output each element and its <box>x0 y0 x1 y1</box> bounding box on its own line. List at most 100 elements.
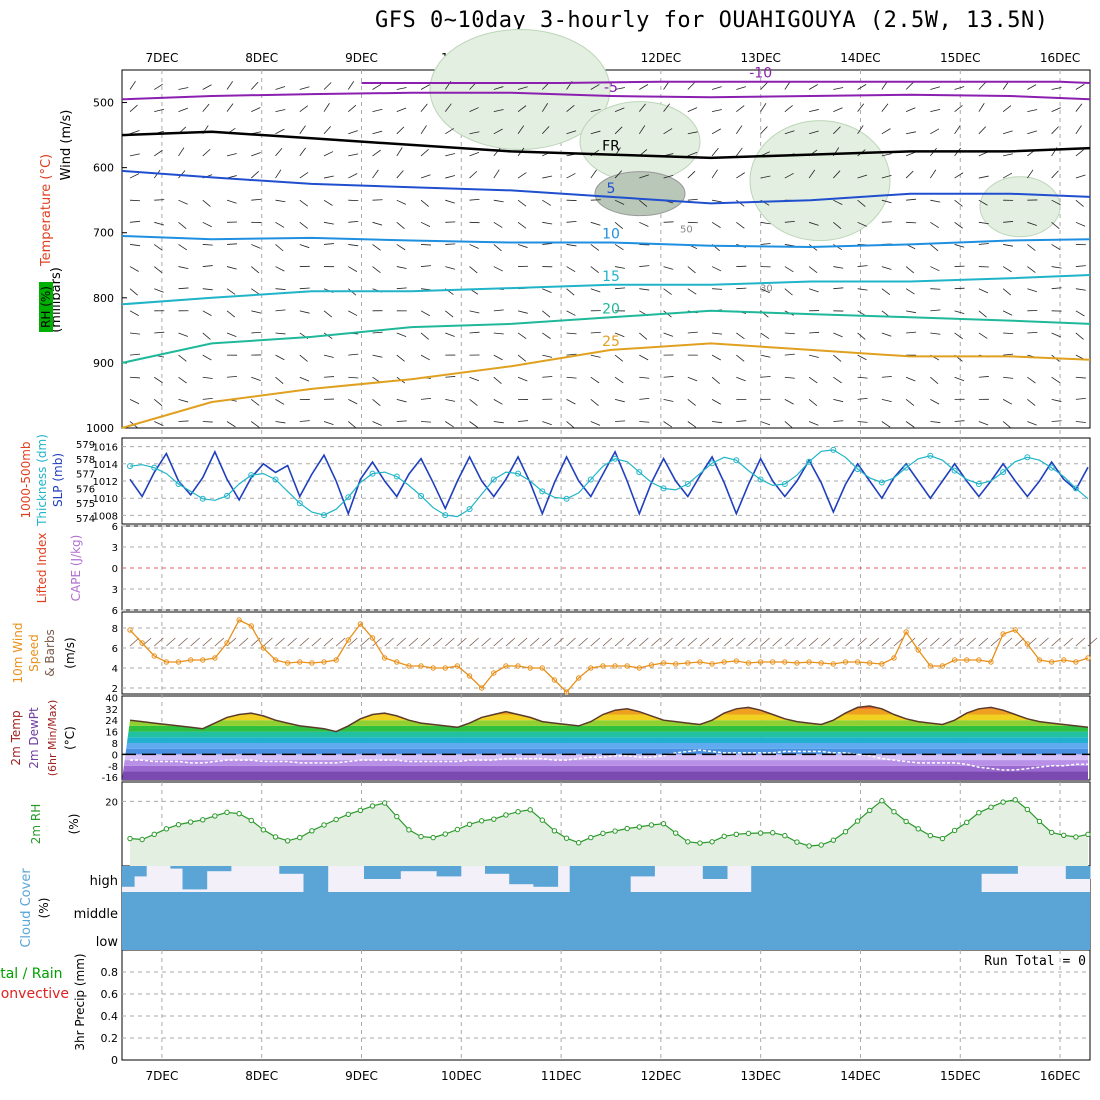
thickness-point <box>781 480 788 487</box>
wind-barb <box>857 376 868 379</box>
pressure-tick-label: 800 <box>93 292 114 305</box>
rh2m-point <box>745 830 752 837</box>
thickness-tick-label: 575 <box>76 499 95 510</box>
thickness-point <box>1000 469 1007 476</box>
temp-band <box>122 760 1088 766</box>
wind-barb <box>517 310 528 314</box>
wind-barb <box>639 103 646 112</box>
wind10-point <box>454 663 461 669</box>
wind10-point <box>248 623 254 629</box>
wind10-point <box>976 657 982 663</box>
wind-barb <box>930 169 937 179</box>
wind-barb <box>590 354 601 358</box>
wind-barb <box>129 353 140 356</box>
wind10-point <box>151 653 157 659</box>
wind-barb <box>639 199 648 207</box>
cloud-high-bar <box>630 866 643 877</box>
wind-barb <box>663 398 674 402</box>
wind-barb <box>857 332 866 340</box>
cloud-high-bar <box>944 866 958 892</box>
rh2m-point <box>248 817 254 824</box>
cloud-high-bar <box>194 866 208 890</box>
slp-tick-label: 1010 <box>93 494 118 505</box>
wind-barb <box>1003 353 1014 356</box>
wind-barb <box>1075 125 1082 135</box>
wind-barb <box>930 128 940 135</box>
wind10-point <box>200 657 206 663</box>
wind10-point <box>491 670 497 676</box>
thickness-point <box>321 512 328 519</box>
wind-barb <box>275 244 284 252</box>
cloud-level-label: high <box>90 874 118 889</box>
wind-barb <box>493 109 504 113</box>
wind-barb <box>493 266 503 272</box>
thickness-point <box>151 464 158 471</box>
cloud-ylabel-1: Cloud Cover <box>19 868 34 948</box>
wind-barb <box>275 86 286 90</box>
wind-barb <box>396 398 407 403</box>
rh2m-point <box>309 828 315 834</box>
wind-barb <box>275 421 286 424</box>
cloud-high-bar <box>218 866 232 872</box>
wind-barb <box>275 266 285 272</box>
wind-barb <box>833 287 844 290</box>
wind-barb <box>784 130 795 135</box>
wind-barb <box>542 199 552 206</box>
wind10-point <box>709 661 715 667</box>
wind-barb <box>905 421 915 428</box>
wind-barb <box>420 84 430 90</box>
wind-barb <box>420 397 432 400</box>
wind-barb <box>202 288 213 291</box>
wind-barb <box>1051 398 1062 402</box>
wind10-barb <box>481 637 491 647</box>
wind-barb <box>808 421 819 426</box>
wind10-barb <box>457 637 467 647</box>
wind-barb <box>857 199 866 207</box>
wind10-barb <box>166 637 176 647</box>
rh2m-point <box>782 832 788 839</box>
wind-barb <box>396 199 407 205</box>
wind-barb <box>372 421 382 426</box>
wind-barb <box>784 332 795 335</box>
wind-barb <box>372 354 383 358</box>
rh-contour-label: 50 <box>680 225 693 236</box>
cloud-low-bar <box>122 922 1090 950</box>
wind-barb <box>905 376 916 382</box>
wind-barb <box>420 332 429 340</box>
rh2m-point <box>515 809 521 815</box>
wind-barb <box>517 244 528 248</box>
wind-barb <box>614 244 624 251</box>
wind10-point <box>466 673 473 679</box>
stability-tick-label: 6 <box>112 606 118 617</box>
wind-barb <box>1027 221 1037 226</box>
cloud-high-bar <box>714 866 728 879</box>
wind-barb <box>493 376 502 384</box>
wind-barb <box>978 103 985 112</box>
day-label-top: 14DEC <box>840 51 880 65</box>
rh2m-point <box>733 831 740 838</box>
wind-barb <box>275 169 282 179</box>
cloud-high-bar <box>618 866 631 892</box>
rh2m-point <box>466 821 473 828</box>
wind-barb <box>881 398 892 403</box>
wind-barb <box>396 222 405 229</box>
wind-barb <box>930 266 940 272</box>
wind-barb <box>251 288 260 295</box>
wind-barb <box>590 84 600 90</box>
stability-ylabel-cape: CAPE (J/kg) <box>69 535 83 602</box>
wind-barb <box>154 221 164 226</box>
wind-barb <box>930 199 941 203</box>
wind-barb <box>202 310 212 316</box>
wind10-point <box>721 659 727 665</box>
thickness-point <box>975 480 982 487</box>
wind-barb <box>250 81 259 90</box>
cloud-high-bar <box>134 866 147 877</box>
wind10-barb <box>602 637 613 647</box>
wind-barb <box>736 376 746 382</box>
wind-barb <box>881 266 892 270</box>
rh2m-point <box>648 822 655 828</box>
wind-barb <box>396 287 407 290</box>
rh2m-point <box>1012 797 1018 803</box>
wind10-barb <box>639 637 649 647</box>
wind-barb <box>469 131 480 135</box>
